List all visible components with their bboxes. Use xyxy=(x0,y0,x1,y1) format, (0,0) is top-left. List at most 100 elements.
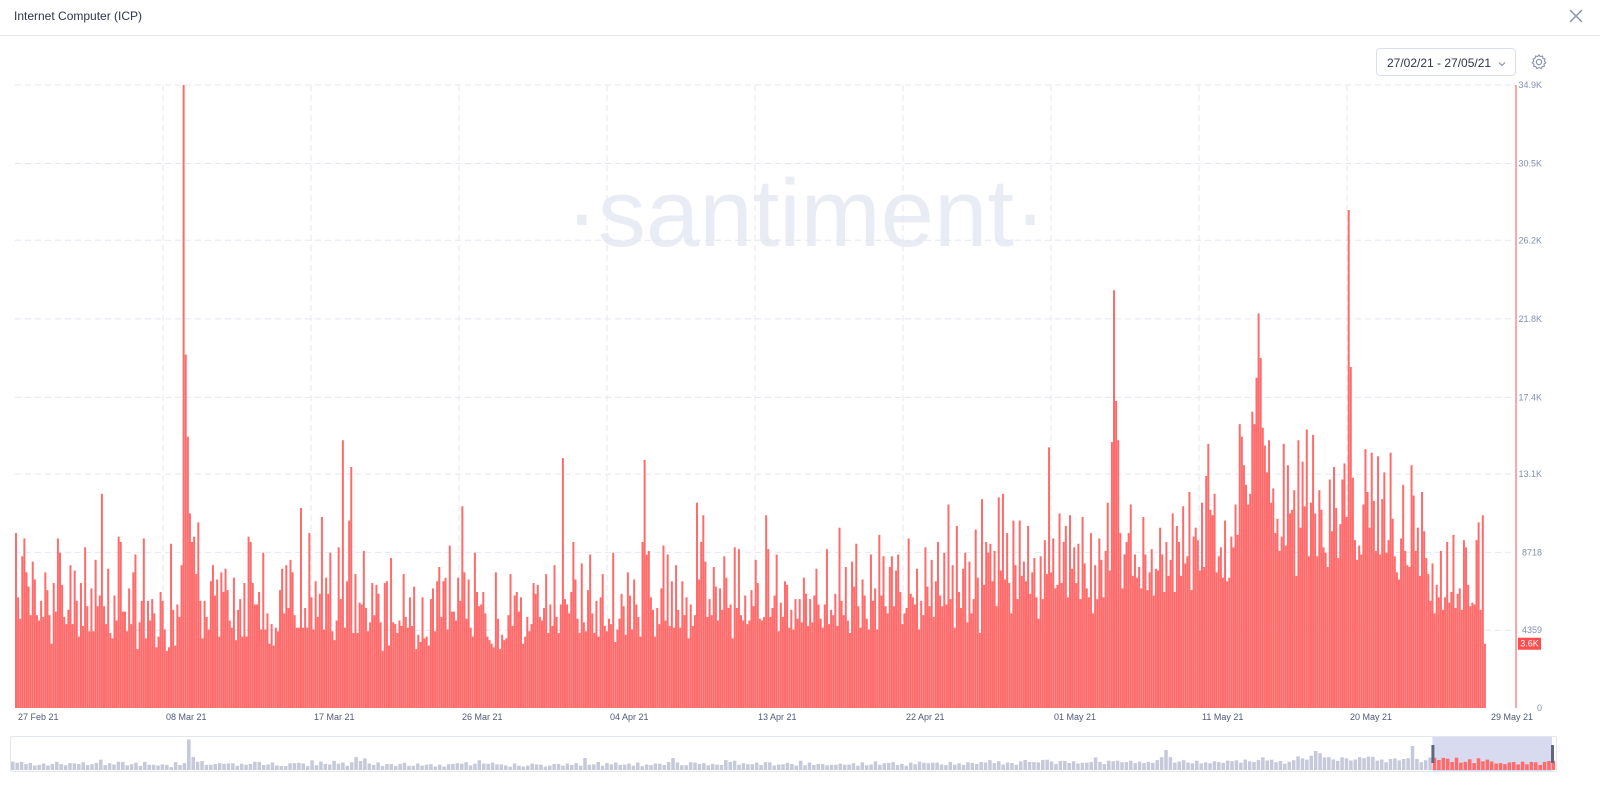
bar xyxy=(1060,583,1063,708)
bar xyxy=(272,645,275,708)
bar xyxy=(478,606,481,708)
navigator-bar xyxy=(363,758,367,770)
bar xyxy=(1483,643,1486,708)
navigator-bar xyxy=(182,763,187,770)
bar xyxy=(1387,540,1390,708)
bar xyxy=(1069,515,1071,708)
bar xyxy=(444,577,447,708)
navigator-bar xyxy=(820,764,825,770)
bar xyxy=(610,624,613,708)
x-tick-label: 29 May 21 xyxy=(1491,712,1533,722)
bar xyxy=(551,625,554,708)
bar xyxy=(853,586,856,708)
navigator-bar xyxy=(204,764,209,770)
bar xyxy=(813,595,816,708)
bar xyxy=(490,643,493,708)
bar xyxy=(111,638,114,708)
bar xyxy=(603,625,606,708)
navigator-bar xyxy=(1115,760,1120,770)
bar xyxy=(1125,541,1128,708)
navigator-handle-left[interactable] xyxy=(1431,745,1435,763)
bar xyxy=(463,572,466,708)
bar xyxy=(264,629,267,708)
bar xyxy=(1194,527,1197,708)
bar xyxy=(243,583,246,708)
navigator-bar xyxy=(1243,759,1247,770)
close-icon[interactable] xyxy=(1566,6,1586,26)
bar xyxy=(1048,447,1051,708)
bar xyxy=(1207,443,1210,708)
bar xyxy=(553,565,556,708)
bar xyxy=(1404,550,1407,708)
bar xyxy=(895,570,898,708)
bar xyxy=(1186,556,1189,708)
bar xyxy=(341,440,344,708)
date-range-select[interactable]: 27/02/21 - 27/05/21 xyxy=(1376,48,1516,76)
bar xyxy=(1050,572,1053,708)
bar xyxy=(846,620,849,708)
bar xyxy=(291,572,294,708)
navigator-bar xyxy=(349,762,354,770)
bar xyxy=(159,591,162,708)
bar xyxy=(608,618,610,708)
bar xyxy=(258,591,261,708)
navigator-bar xyxy=(600,765,605,770)
navigator-bar xyxy=(886,762,891,770)
bar xyxy=(1293,490,1296,708)
bar xyxy=(731,638,734,708)
navigator[interactable] xyxy=(10,736,1557,772)
navigator-bar xyxy=(1256,760,1261,770)
navigator-bar xyxy=(433,766,438,770)
navigator-bar xyxy=(710,763,715,770)
navigator-bar xyxy=(1023,759,1027,770)
navigator-bar xyxy=(900,763,904,770)
navigator-bar xyxy=(812,764,816,770)
bar xyxy=(1131,575,1134,708)
navigator-chart[interactable] xyxy=(11,737,1556,771)
y-tick-label: 26.2K xyxy=(1518,235,1542,245)
bar xyxy=(501,634,504,708)
bar xyxy=(383,583,386,708)
bar xyxy=(1110,442,1113,708)
navigator-bar xyxy=(992,763,997,770)
gear-icon[interactable] xyxy=(1530,53,1548,71)
navigator-bar xyxy=(156,765,160,770)
bar xyxy=(1320,509,1323,708)
bar xyxy=(1104,550,1107,708)
navigator-bar xyxy=(319,761,323,770)
navigator-bar xyxy=(970,762,975,770)
navigator-bar xyxy=(292,763,297,770)
navigator-bar xyxy=(636,762,640,770)
navigator-bar xyxy=(1247,761,1252,770)
navigator-bar xyxy=(658,763,662,770)
navigator-bar xyxy=(151,764,156,770)
bar xyxy=(752,606,755,708)
bar xyxy=(716,620,719,708)
bar xyxy=(310,597,313,708)
bar xyxy=(1163,591,1166,708)
x-tick-label: 13 Apr 21 xyxy=(758,712,797,722)
bar xyxy=(1427,574,1430,708)
bar xyxy=(532,583,535,708)
bar xyxy=(878,534,881,708)
navigator-bar xyxy=(314,765,319,770)
navigator-bar xyxy=(609,764,614,770)
bar xyxy=(1058,513,1061,708)
bar xyxy=(71,624,74,708)
bar xyxy=(1276,518,1279,708)
navigator-bar xyxy=(486,763,490,770)
bar xyxy=(304,608,307,708)
bar xyxy=(754,559,757,708)
navigator-bar xyxy=(754,762,759,770)
bar xyxy=(448,545,451,708)
bar xyxy=(167,647,170,708)
navigator-bar xyxy=(693,762,697,770)
bar xyxy=(1366,492,1369,708)
navigator-bar xyxy=(1274,762,1278,770)
bar xyxy=(1301,461,1304,708)
bar xyxy=(725,577,728,708)
bar xyxy=(976,577,979,708)
bar xyxy=(339,599,342,708)
navigator-handle-right[interactable] xyxy=(1551,745,1554,763)
navigator-bar xyxy=(794,765,799,770)
